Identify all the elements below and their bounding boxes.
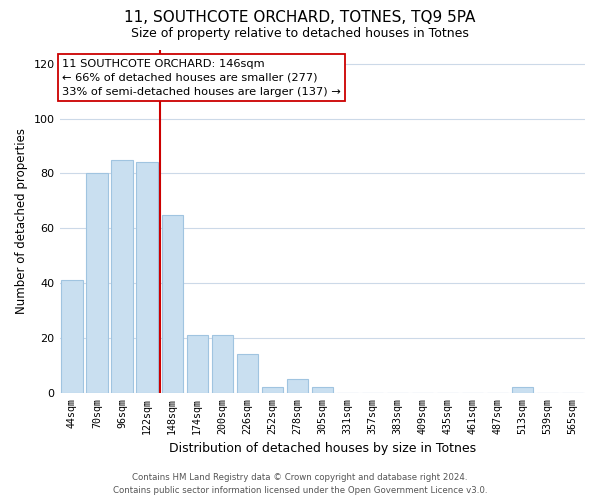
X-axis label: Distribution of detached houses by size in Totnes: Distribution of detached houses by size … — [169, 442, 476, 455]
Bar — [512, 388, 533, 393]
Text: 11 SOUTHCOTE ORCHARD: 146sqm
← 66% of detached houses are smaller (277)
33% of s: 11 SOUTHCOTE ORCHARD: 146sqm ← 66% of de… — [62, 58, 341, 96]
Bar — [86, 174, 108, 393]
Bar — [61, 280, 83, 393]
Bar — [262, 388, 283, 393]
Bar — [187, 335, 208, 393]
Bar — [136, 162, 158, 393]
Bar — [311, 388, 333, 393]
Bar — [287, 379, 308, 393]
Text: Size of property relative to detached houses in Totnes: Size of property relative to detached ho… — [131, 28, 469, 40]
Y-axis label: Number of detached properties: Number of detached properties — [15, 128, 28, 314]
Text: 11, SOUTHCOTE ORCHARD, TOTNES, TQ9 5PA: 11, SOUTHCOTE ORCHARD, TOTNES, TQ9 5PA — [124, 10, 476, 25]
Bar — [236, 354, 258, 393]
Bar — [161, 214, 183, 393]
Text: Contains HM Land Registry data © Crown copyright and database right 2024.
Contai: Contains HM Land Registry data © Crown c… — [113, 474, 487, 495]
Bar — [112, 160, 133, 393]
Bar — [212, 335, 233, 393]
